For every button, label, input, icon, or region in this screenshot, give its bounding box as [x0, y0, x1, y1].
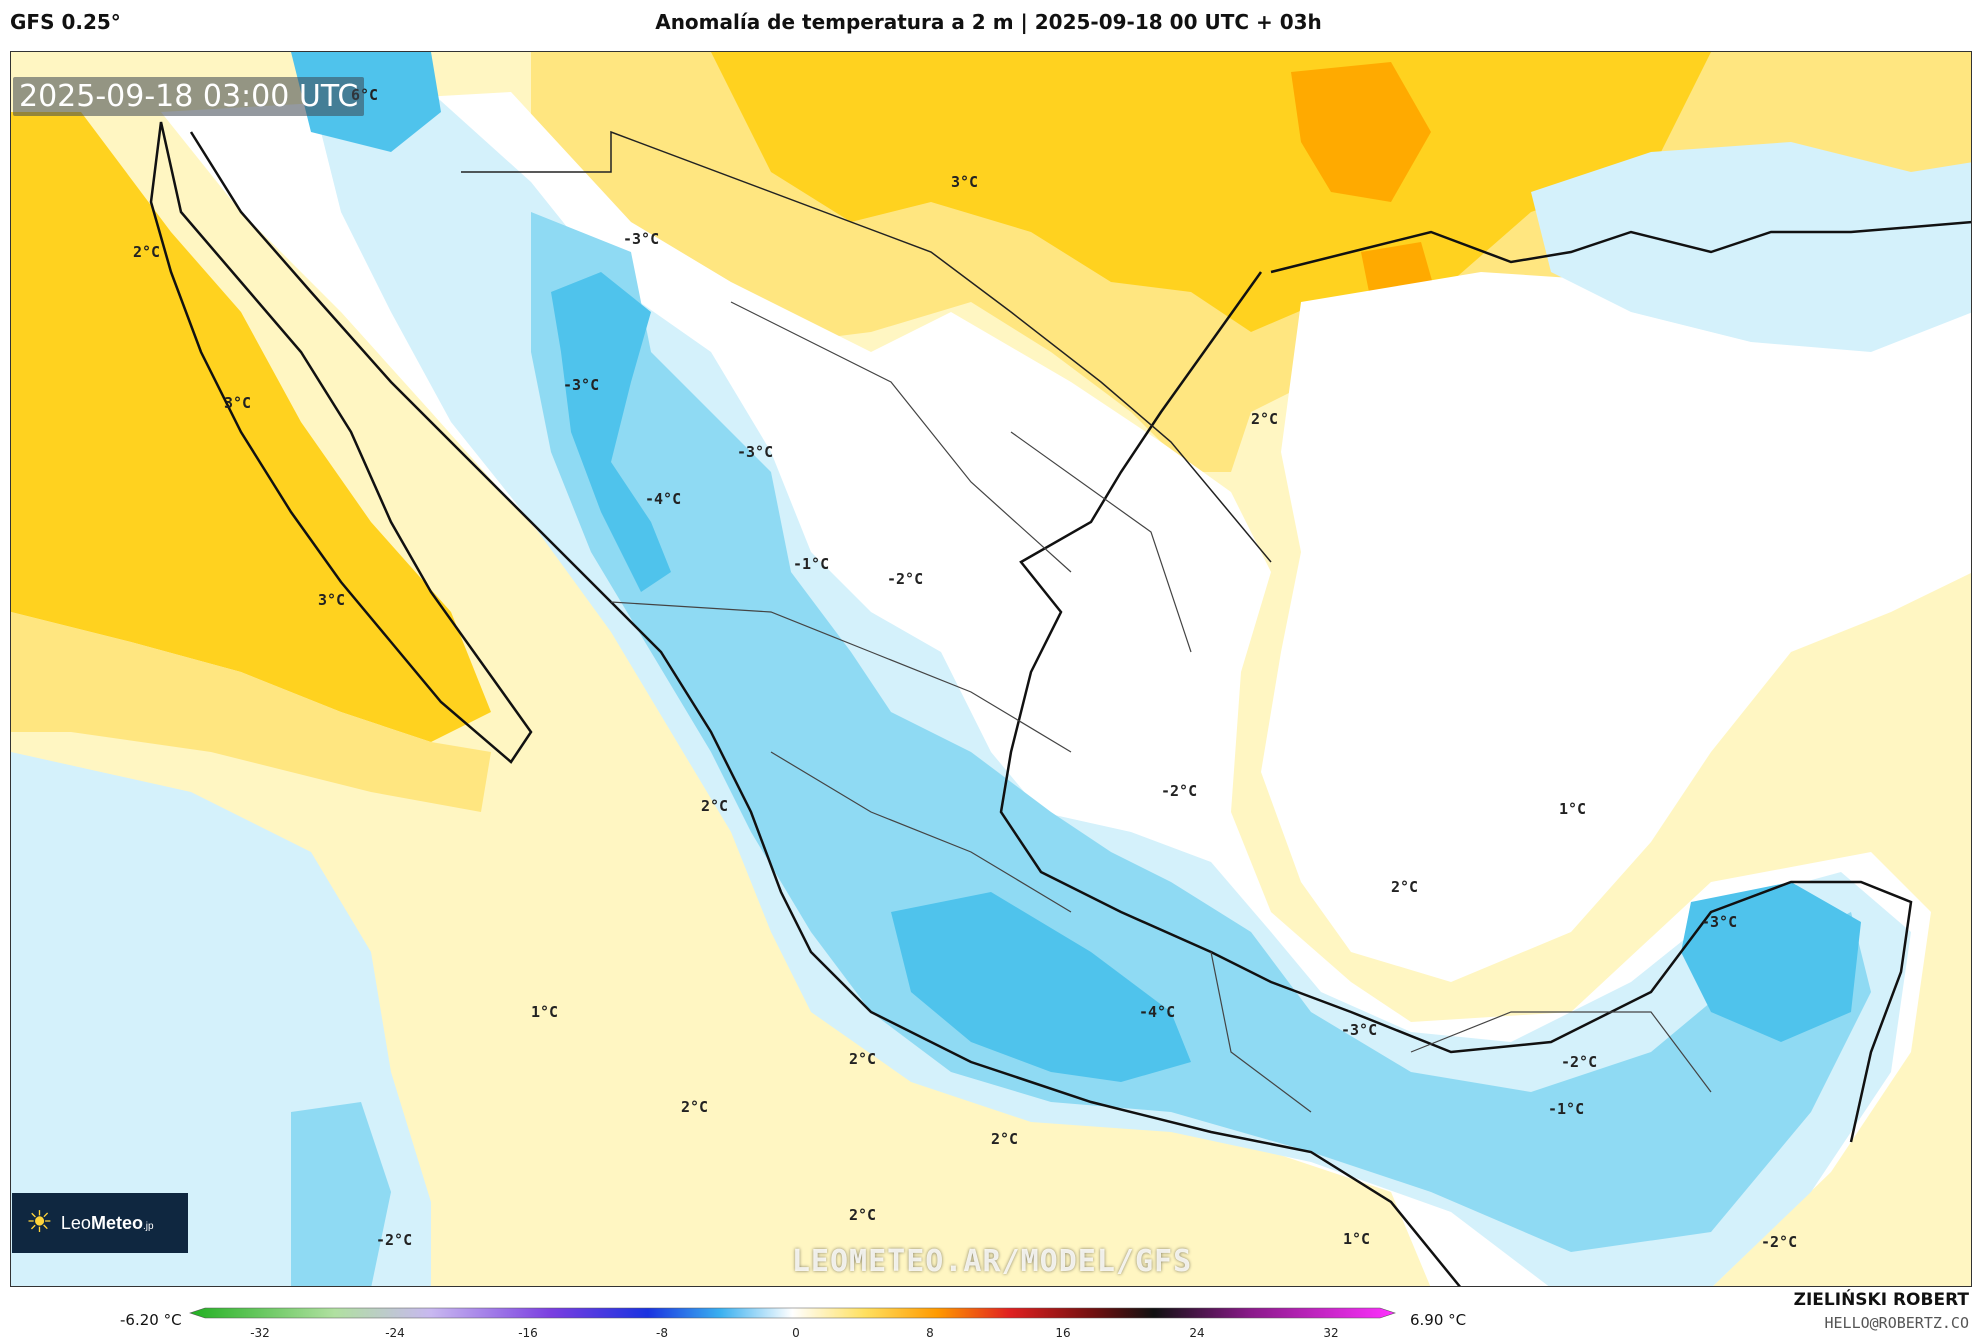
contour-label: 2°C [849, 1050, 876, 1068]
contour-label: 1°C [1559, 800, 1586, 818]
map-panel[interactable]: 6°C 3°C 2°C -3°C -3°C -3°C -4°C -1°C -2°… [10, 51, 1972, 1287]
contour-label: 2°C [1391, 878, 1418, 896]
contour-label: 2°C [133, 243, 160, 261]
map-title: Anomalía de temperatura a 2 m | 2025-09-… [655, 10, 1322, 34]
contour-label: -4°C [645, 490, 681, 508]
colorbar-tick: 0 [792, 1326, 800, 1339]
contour-label: -2°C [1161, 782, 1197, 800]
cold-region-core [531, 212, 1871, 1252]
international-border [461, 130, 1272, 563]
state-borders [610, 301, 1712, 1113]
cold-region-sinaloa [551, 272, 671, 592]
contour-label: -1°C [793, 555, 829, 573]
author-email[interactable]: HELLO@ROBERTZ.CO [1824, 1314, 1970, 1332]
colorbar-max-label: 6.90 °C [1410, 1311, 1467, 1329]
author-name: ZIELIŃSKI ROBERT [1793, 1290, 1969, 1310]
contour-label: 1°C [1343, 1230, 1370, 1248]
neutral-region-gulf [1261, 272, 1971, 982]
contour-label: -3°C [737, 443, 773, 461]
contour-label: 3°C [951, 173, 978, 191]
leometeo-logo[interactable]: ☀ LeoMeteo.jp [12, 1193, 188, 1253]
watermark-url: LEOMETEO.AR/MODEL/GFS [791, 1244, 1193, 1279]
cold-region-guerrero [891, 892, 1191, 1082]
colorbar-ramp [189, 1307, 1396, 1319]
warm-region-pacific-baja-outer [11, 612, 491, 812]
valid-time-label: 2025-09-18 03:00 UTC [13, 77, 365, 116]
colorbar-tick: 24 [1189, 1326, 1204, 1339]
contour-label: -3°C [1701, 913, 1737, 931]
warm-region-north-core [711, 52, 1711, 332]
cold-region-sierra-madre [311, 92, 1911, 1286]
contour-label: 2°C [849, 1206, 876, 1224]
colorbar-tick: 8 [926, 1326, 934, 1339]
colorbar: -6.20 °C -32 -24 -16 -8 [0, 1295, 1977, 1339]
colorbar-tick: 16 [1055, 1326, 1070, 1339]
colorbar-tick: -8 [656, 1326, 668, 1339]
colorbar-min-label: -6.20 °C [120, 1311, 182, 1329]
colorbar-tick: 32 [1323, 1326, 1338, 1339]
contour-label: 3°C [318, 591, 345, 609]
anomaly-map: 6°C 3°C 2°C -3°C -3°C -3°C -4°C -1°C -2°… [11, 52, 1971, 1286]
colorbar-tick: -32 [250, 1326, 270, 1339]
cold-region-pacific-sw-inner [291, 1102, 391, 1286]
contour-label: -2°C [1761, 1233, 1797, 1251]
cold-region-louisiana [1531, 142, 1971, 352]
contour-label: 2°C [701, 797, 728, 815]
warm-hotspot-texas [1291, 62, 1431, 202]
contour-label: -2°C [1561, 1053, 1597, 1071]
coastline-baja [149, 121, 533, 764]
colorbar-tick: -24 [385, 1326, 405, 1339]
coastline-gulf-north [1270, 220, 1971, 274]
logo-suffix: Meteo [90, 1212, 143, 1233]
contour-label: 2°C [681, 1098, 708, 1116]
contour-label: -3°C [623, 230, 659, 248]
colorbar-tick: -16 [518, 1326, 538, 1339]
contour-label: -2°C [887, 570, 923, 588]
contour-label: 3°C [224, 394, 251, 412]
logo-prefix: Leo [60, 1212, 91, 1233]
cold-region-yucatan [1681, 882, 1861, 1042]
contour-label: -4°C [1139, 1003, 1175, 1021]
model-label: GFS 0.25° [10, 10, 121, 34]
contour-label: 1°C [531, 1003, 558, 1021]
sun-icon: ☀ [26, 1205, 53, 1240]
contour-label: 2°C [991, 1130, 1018, 1148]
contour-label: -3°C [1341, 1021, 1377, 1039]
colorbar-graphic: -32 -24 -16 -8 0 8 16 24 32 [189, 1307, 1396, 1339]
contour-label: -1°C [1548, 1100, 1584, 1118]
contour-label: -2°C [376, 1231, 412, 1249]
contour-label: 2°C [1251, 410, 1278, 428]
logo-text: LeoMeteo.jp [61, 1213, 154, 1234]
contour-label: -3°C [563, 376, 599, 394]
logo-tld: .jp [142, 1220, 154, 1232]
warm-region-pacific-baja [11, 112, 491, 742]
